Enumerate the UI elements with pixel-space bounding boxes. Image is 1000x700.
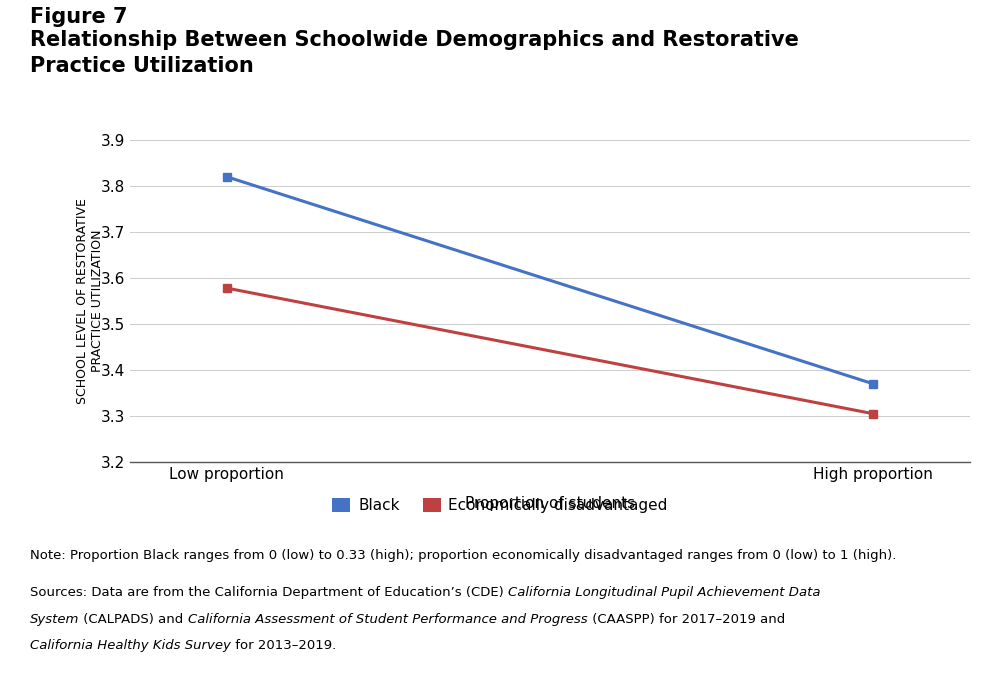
Text: California Healthy Kids Survey: California Healthy Kids Survey xyxy=(30,639,231,652)
Text: California Assessment of Student Performance and Progress: California Assessment of Student Perform… xyxy=(188,612,588,626)
Text: (CAASPP) for 2017–2019 and: (CAASPP) for 2017–2019 and xyxy=(588,612,785,626)
Text: Note: Proportion Black ranges from 0 (low) to 0.33 (high); proportion economical: Note: Proportion Black ranges from 0 (lo… xyxy=(30,550,896,563)
Text: (CALPADS) and: (CALPADS) and xyxy=(79,612,188,626)
Text: for 2013–2019.: for 2013–2019. xyxy=(231,639,336,652)
Text: Figure 7: Figure 7 xyxy=(30,7,128,27)
Y-axis label: SCHOOL LEVEL OF RESTORATIVE
PRACTICE UTILIZATION: SCHOOL LEVEL OF RESTORATIVE PRACTICE UTI… xyxy=(76,198,104,404)
Text: System: System xyxy=(30,612,79,626)
Text: Relationship Between Schoolwide Demographics and Restorative: Relationship Between Schoolwide Demograp… xyxy=(30,30,799,50)
Text: California Longitudinal Pupil Achievement Data: California Longitudinal Pupil Achievemen… xyxy=(508,586,820,599)
Text: Sources: Data are from the California Department of Education’s (CDE): Sources: Data are from the California De… xyxy=(30,586,508,599)
X-axis label: Proportion of students: Proportion of students xyxy=(465,496,635,511)
Legend: Black, Economically disadvantaged: Black, Economically disadvantaged xyxy=(332,498,668,513)
Text: Practice Utilization: Practice Utilization xyxy=(30,56,254,76)
